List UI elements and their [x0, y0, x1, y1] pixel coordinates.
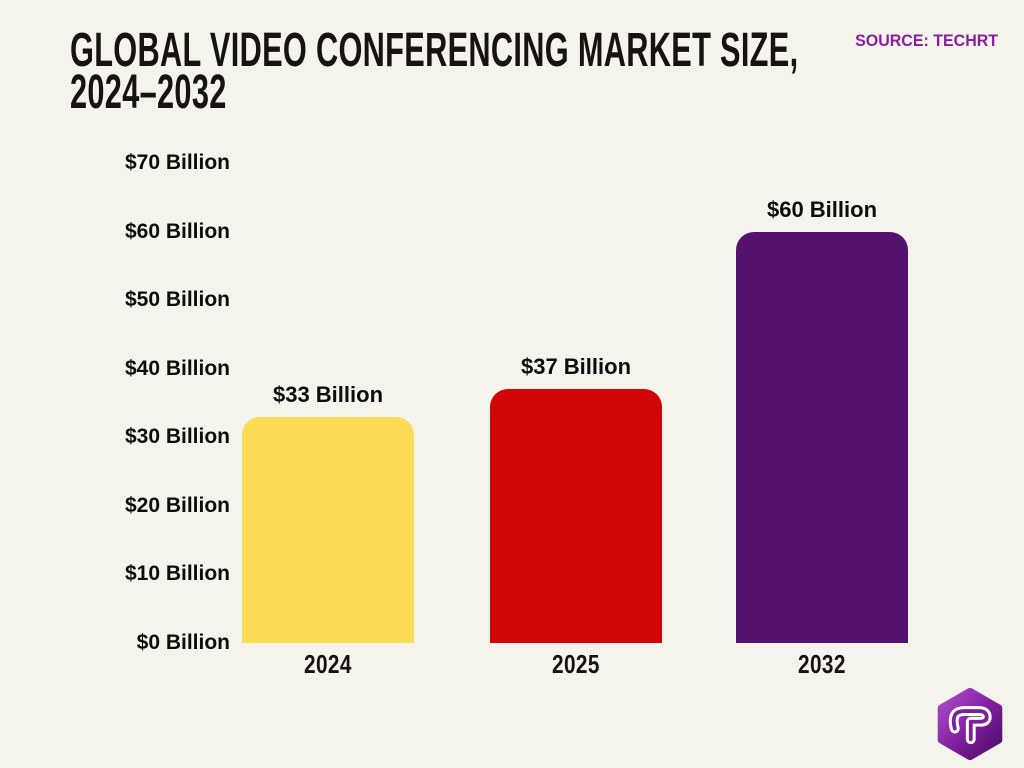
logo-letter-t-inner	[951, 709, 989, 742]
source-label: SOURCE: TECHRT	[855, 31, 998, 50]
page-title-line-2: 2024–2032	[70, 66, 227, 119]
bar-group-2032: $60 Billion 2032	[736, 197, 908, 679]
y-axis-tick-label: $60 Billion	[124, 219, 230, 243]
y-axis-tick-label: $30 Billion	[124, 425, 230, 449]
x-axis-label-2032: 2032	[736, 649, 908, 680]
bar-2032	[736, 232, 908, 643]
y-axis-labels: $0 Billion $10 Billion $20 Billion $30 Bill…	[58, 151, 230, 654]
bar-group-2024: $33 Billion 2024	[242, 382, 414, 679]
y-axis-tick-label: $40 Billion	[124, 356, 230, 380]
x-axis-label-2024: 2024	[242, 649, 414, 680]
x-axis-label-text: 2024	[304, 649, 352, 679]
techrt-hexagon-logo	[937, 687, 1003, 761]
y-axis-tick-label: $50 Billion	[124, 288, 230, 312]
y-axis-tick-label: $20 Billion	[124, 493, 230, 517]
bar-value-label-2032: $60 Billion	[766, 197, 878, 222]
bar-value-label-2025: $37 Billion	[520, 354, 632, 379]
x-axis-label-text: 2032	[798, 649, 846, 679]
y-axis-tick-label: $0 Billion	[136, 631, 230, 654]
bar-group-2025: $37 Billion 2025	[490, 354, 662, 679]
x-axis-label-2025: 2025	[490, 649, 662, 680]
page-title-line-1: GLOBAL VIDEO CONFERENCING MARKET SIZE,	[70, 24, 799, 77]
bar-2025	[490, 389, 662, 643]
bar-2024	[242, 417, 414, 643]
y-axis-tick-label: $10 Billion	[124, 562, 230, 586]
page-title: GLOBAL VIDEO CONFERENCING MARKET SIZE, 2…	[70, 24, 1024, 119]
bar-value-label-2024: $33 Billion	[272, 382, 384, 407]
y-axis-tick-label: $70 Billion	[124, 151, 230, 174]
x-axis-label-text: 2025	[552, 649, 600, 679]
